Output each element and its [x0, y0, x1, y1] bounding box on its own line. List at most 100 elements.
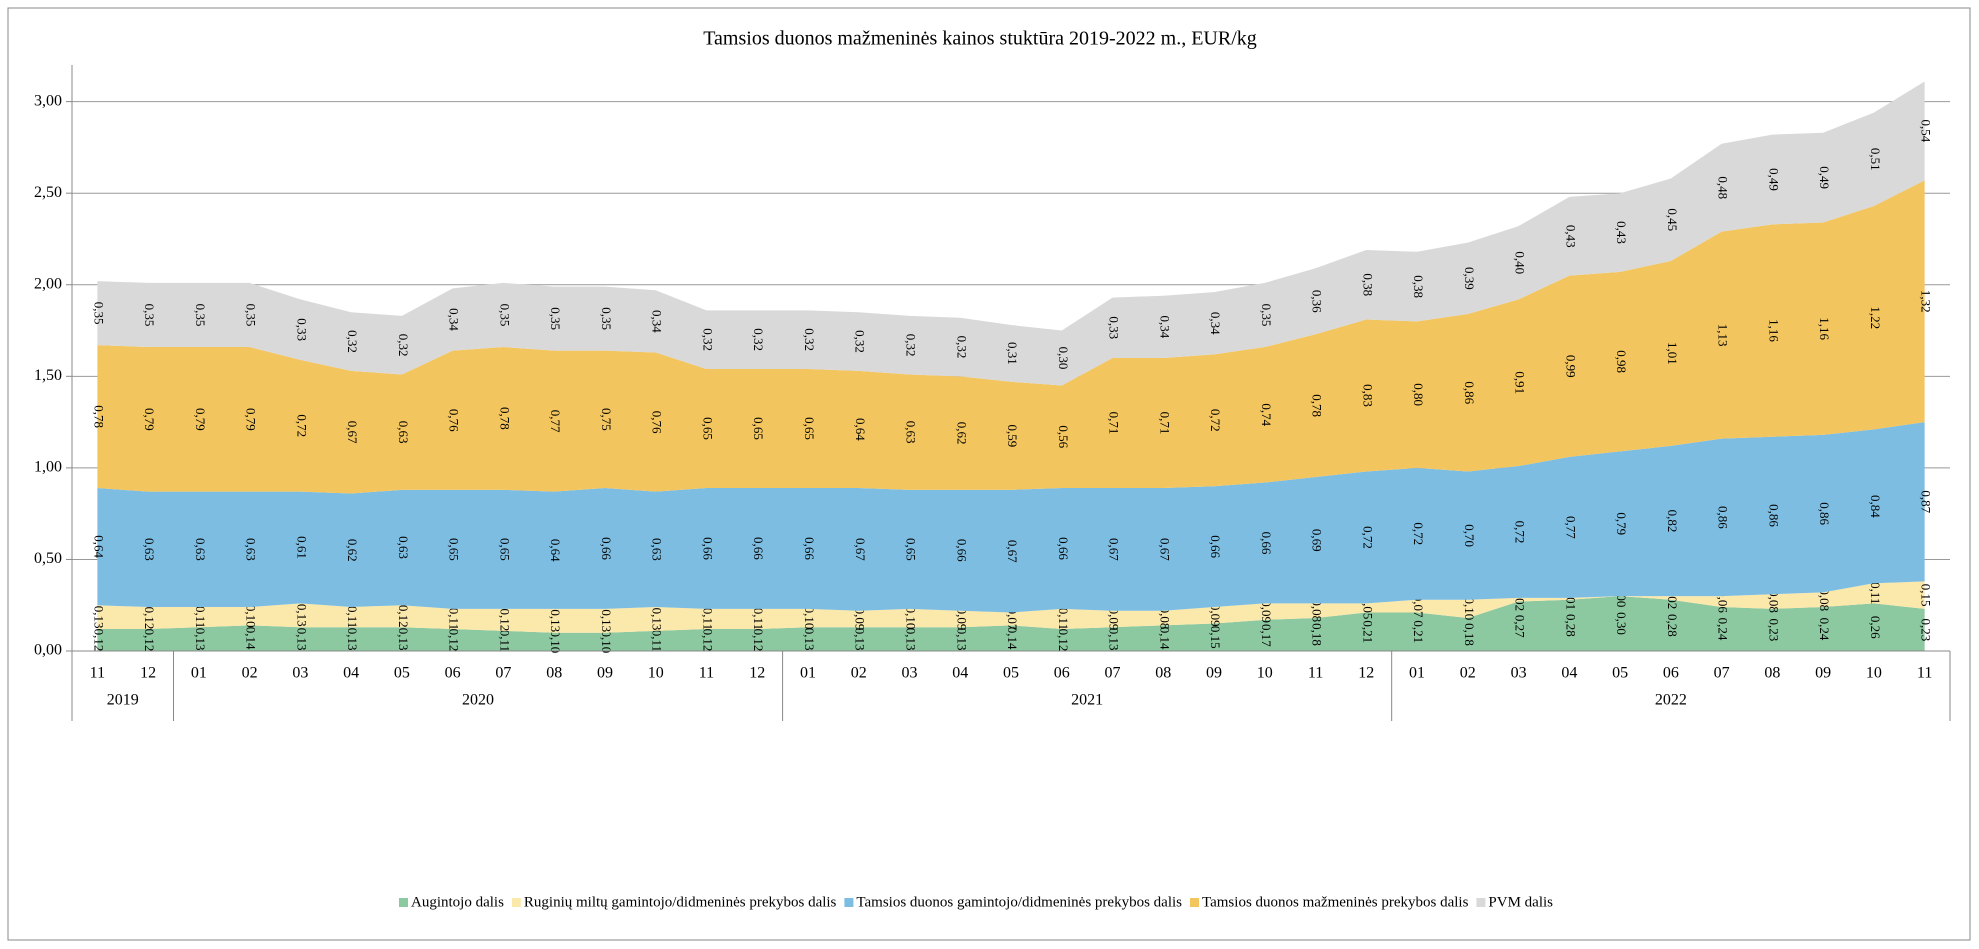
value-label: 0,09	[1208, 604, 1223, 627]
value-label: 0,35	[193, 304, 208, 327]
value-label: 0,11	[345, 606, 360, 628]
value-label: 0,63	[193, 538, 208, 561]
value-label: 0,28	[1563, 614, 1578, 637]
value-label: 0,24	[1716, 618, 1731, 641]
value-label: 0,11	[1868, 582, 1883, 604]
y-tick-label: 2,50	[34, 184, 62, 201]
legend-swatch	[1189, 898, 1199, 907]
value-label: 0,24	[1817, 618, 1832, 641]
value-label: 0,32	[345, 330, 360, 353]
value-label: 0,13	[1107, 628, 1122, 651]
value-label: 0,43	[1614, 221, 1629, 244]
value-label: 0,66	[954, 539, 969, 562]
value-label: 0,72	[294, 414, 309, 437]
value-label: 0,35	[91, 302, 106, 325]
value-label: 0,64	[853, 418, 868, 441]
chart-title: Tamsios duonos mažmeninės kainos stuktūr…	[703, 28, 1257, 50]
value-label: 0,11	[1056, 608, 1071, 630]
value-label: 0,35	[497, 304, 512, 327]
x-tick-label: 03	[292, 665, 308, 682]
area	[97, 81, 1925, 386]
value-label: 0,32	[700, 328, 715, 351]
y-tick-label: 3,00	[34, 92, 62, 109]
value-label: 0,13	[802, 628, 817, 651]
value-label: 0,21	[1411, 620, 1426, 643]
x-tick-label: 02	[851, 665, 867, 682]
value-label: 0,86	[1817, 502, 1832, 525]
value-label: 0,27	[1513, 615, 1528, 638]
value-label: 0,13	[294, 628, 309, 651]
value-label: 0,67	[1157, 538, 1172, 561]
value-label: 0,14	[1005, 627, 1020, 650]
x-tick-label: 11	[1308, 665, 1323, 682]
value-label: 0,84	[1868, 495, 1883, 518]
area	[97, 581, 1925, 633]
value-label: 0,67	[853, 538, 868, 561]
x-tick-label: 04	[343, 665, 359, 682]
value-label: 0,51	[1868, 148, 1883, 171]
x-tick-label: 07	[1714, 665, 1730, 682]
value-label: 0,13	[193, 628, 208, 651]
x-tick-label: 08	[1155, 665, 1171, 682]
value-label: 1,16	[1766, 319, 1781, 342]
value-label: 0,56	[1056, 425, 1071, 448]
value-label: 0,13	[650, 608, 665, 631]
value-label: 0,13	[294, 604, 309, 627]
value-label: 0,13	[853, 628, 868, 651]
value-label: 0,63	[396, 536, 411, 559]
x-tick-label: 07	[495, 665, 511, 682]
x-group-label: 2021	[1071, 692, 1103, 709]
value-label: 0,13	[548, 609, 563, 632]
value-label: 0,72	[1411, 522, 1426, 545]
value-label: 0,09	[954, 608, 969, 631]
value-label: 0,12	[142, 607, 157, 630]
value-label: 0,79	[244, 408, 259, 431]
x-tick-label: 05	[1003, 665, 1019, 682]
legend-label: Augintojo dalis	[411, 894, 504, 910]
value-label: 0,63	[650, 538, 665, 561]
value-label: 0,66	[700, 537, 715, 560]
value-label: 1,13	[1716, 324, 1731, 347]
value-label: 0,08	[1766, 590, 1781, 613]
value-label: 0,12	[497, 608, 512, 631]
x-tick-label: 04	[952, 665, 968, 682]
value-label: 0,63	[904, 421, 919, 444]
legend-swatch	[398, 898, 408, 907]
value-label: 0,65	[447, 538, 462, 561]
y-tick-label: 0,00	[34, 642, 62, 659]
x-tick-label: 12	[140, 665, 156, 682]
value-label: 0,67	[1005, 540, 1020, 563]
value-label: 0,17	[1259, 624, 1274, 647]
y-tick-label: 0,50	[34, 550, 62, 567]
value-label: 0,87	[1919, 490, 1934, 513]
value-label: 0,66	[1208, 535, 1223, 558]
legend: Augintojo dalis Ruginių miltų gamintojo/d…	[398, 894, 1553, 910]
value-label: 0,65	[904, 538, 919, 561]
value-label: 0,34	[447, 308, 462, 331]
x-tick-label: 01	[800, 665, 816, 682]
x-tick-label: 09	[1815, 665, 1831, 682]
x-tick-label: 10	[1257, 665, 1273, 682]
legend-label: Tamsios duonos mažmeninės prekybos dalis	[1202, 894, 1469, 910]
x-tick-label: 06	[1054, 665, 1070, 682]
x-tick-label: 05	[394, 665, 410, 682]
value-label: 0,10	[599, 630, 614, 653]
value-label: 0,62	[345, 539, 360, 562]
value-label: 0,12	[751, 629, 766, 652]
value-label: 0,31	[1005, 342, 1020, 365]
value-label: 0,79	[1614, 512, 1629, 535]
value-label: 0,34	[650, 310, 665, 333]
value-label: 0,43	[1563, 225, 1578, 248]
value-label: 0,70	[1462, 524, 1477, 547]
value-label: 0,64	[91, 535, 106, 558]
area	[97, 180, 1925, 494]
legend-label: Tamsios duonos gamintojo/didmeninės prek…	[856, 894, 1182, 910]
x-tick-label: 01	[1409, 665, 1425, 682]
value-label: 0,32	[954, 336, 969, 359]
value-label: 0,67	[345, 421, 360, 444]
x-tick-label: 02	[1460, 665, 1476, 682]
value-label: 0,65	[497, 538, 512, 561]
value-label: 0,45	[1665, 208, 1680, 231]
value-label: 0,78	[1310, 394, 1325, 417]
